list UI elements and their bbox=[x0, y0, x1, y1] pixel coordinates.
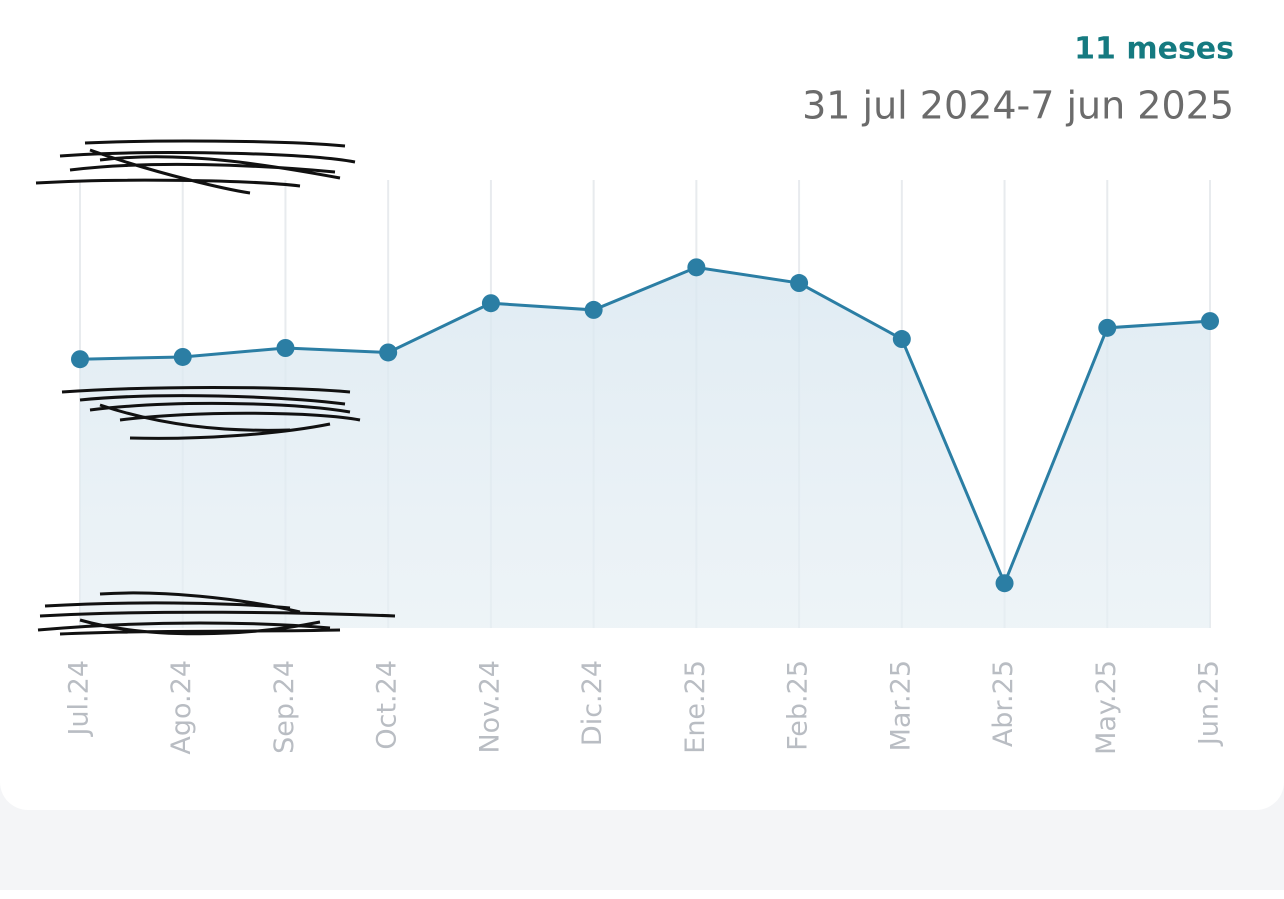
point bbox=[71, 350, 89, 369]
date-range: 31 jul 2024-7 jun 2025 bbox=[802, 84, 1234, 128]
point bbox=[481, 294, 500, 313]
plot bbox=[71, 258, 1219, 628]
x-tick-label: Mar.25 bbox=[885, 660, 916, 751]
scribble bbox=[35, 139, 356, 195]
x-tick-label: Jun.25 bbox=[1194, 660, 1225, 747]
point bbox=[995, 574, 1014, 593]
point bbox=[790, 274, 809, 293]
scribble bbox=[37, 591, 396, 636]
x-tick-label: Dic.24 bbox=[577, 660, 608, 746]
x-tick-label: Jul.24 bbox=[64, 660, 95, 738]
line bbox=[79, 265, 1211, 588]
x-tick-label: Feb.25 bbox=[783, 660, 814, 751]
x-tick-label: Ago.24 bbox=[166, 660, 197, 755]
redaction-scribbles bbox=[35, 139, 396, 636]
point bbox=[276, 339, 295, 357]
x-tick-label: May.25 bbox=[1091, 660, 1122, 755]
period-length: 11 meses bbox=[1074, 32, 1234, 67]
x-tick-label: Oct.24 bbox=[372, 660, 403, 750]
x-tick-label: Nov.24 bbox=[474, 660, 505, 754]
scribble bbox=[61, 386, 361, 440]
x-tick-label: Sep.24 bbox=[269, 660, 300, 754]
x-tick-label: Ene.25 bbox=[680, 660, 711, 754]
point bbox=[687, 258, 706, 277]
point bbox=[1098, 318, 1117, 337]
x-tick-label: Abr.25 bbox=[988, 660, 1019, 747]
point bbox=[173, 347, 192, 366]
point bbox=[892, 330, 911, 349]
point bbox=[1201, 312, 1219, 331]
chart: 11 meses 31 jul 2024-7 jun 2025 Jul.24 Ag… bbox=[35, 32, 1234, 755]
point bbox=[584, 300, 603, 319]
point bbox=[379, 343, 398, 362]
area bbox=[80, 267, 1210, 628]
